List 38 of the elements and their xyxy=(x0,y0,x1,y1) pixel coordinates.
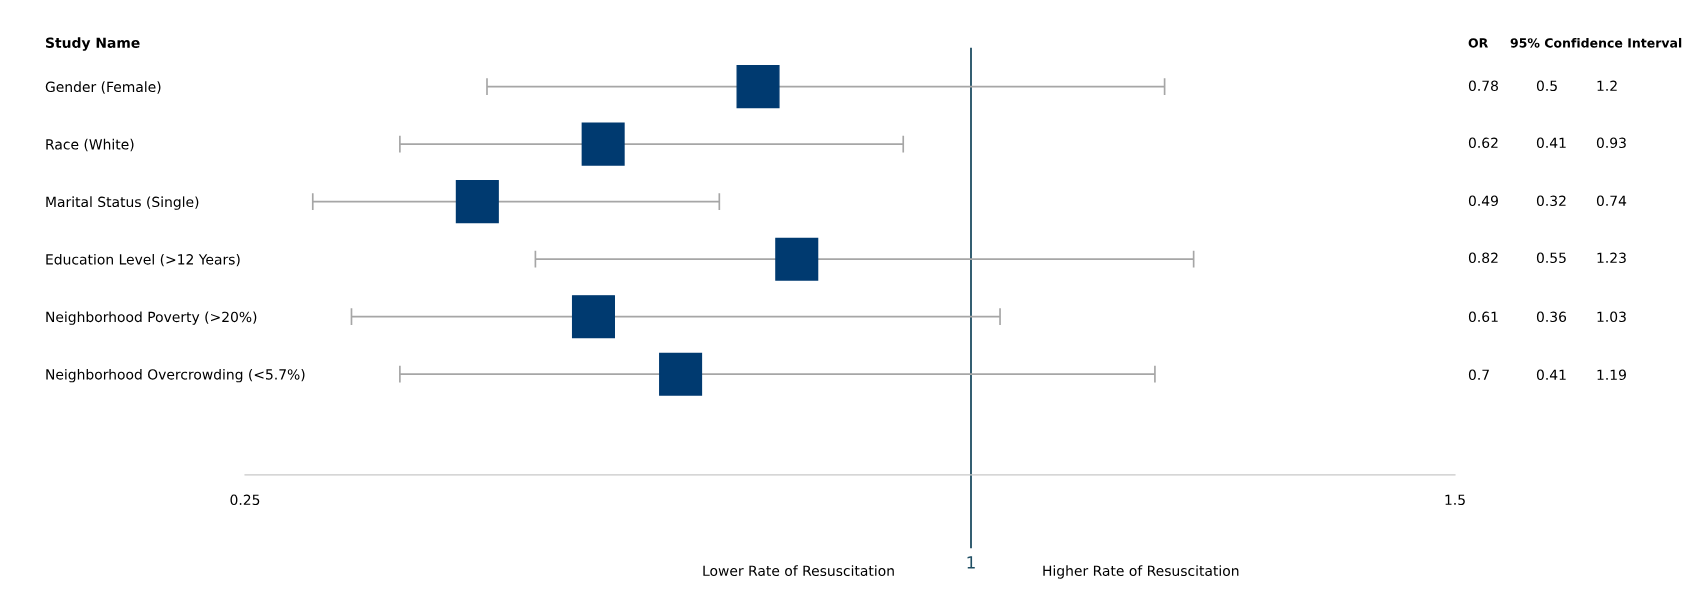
text: Higher Rate of Resuscitation xyxy=(1043,565,1239,579)
point xyxy=(455,180,499,224)
text: 1.23 xyxy=(1597,252,1626,264)
point xyxy=(581,122,625,166)
text: 0.32 xyxy=(1536,195,1566,207)
text: 0.41 xyxy=(1536,137,1566,149)
text: 0.74 xyxy=(1596,195,1627,207)
text: 1.19 xyxy=(1597,369,1626,381)
point xyxy=(571,295,616,339)
y-tick-label: Race (White) xyxy=(46,138,134,152)
y-tick-label: Education Level (>12 Years) xyxy=(46,253,240,267)
point xyxy=(775,237,819,281)
y-tick-label: Neighborhood Overcrowding (<5.7%) xyxy=(46,368,305,383)
point xyxy=(659,352,703,396)
x-tick-label: 0.25 xyxy=(230,494,260,506)
text: 0.49 xyxy=(1468,195,1498,207)
text: 0.41 xyxy=(1536,369,1566,381)
y-tick-label: Gender (Female) xyxy=(45,81,161,94)
text: 95% Confidence Interval xyxy=(1510,37,1682,48)
text: 0.82 xyxy=(1468,252,1498,264)
text: 0.55 xyxy=(1536,252,1566,264)
text: 0.93 xyxy=(1596,137,1626,149)
text: 1.2 xyxy=(1597,80,1617,91)
x-tick-label: 1.5 xyxy=(1445,494,1465,506)
text: 0.36 xyxy=(1536,311,1567,323)
text: 0.61 xyxy=(1468,311,1498,323)
point xyxy=(736,65,780,109)
text: 0.62 xyxy=(1468,137,1498,149)
text: 1.03 xyxy=(1597,311,1626,323)
y-tick-label: Marital Status (Single) xyxy=(46,196,199,210)
ref-line-label: 1 xyxy=(967,556,975,569)
text: Lower Rate of Resuscitation xyxy=(703,565,894,577)
text: Study Name xyxy=(46,37,140,51)
text: 0.78 xyxy=(1468,80,1498,92)
text: 0.5 xyxy=(1536,80,1557,92)
text: 0.7 xyxy=(1468,369,1489,381)
y-tick-label: Neighborhood Poverty (>20%) xyxy=(46,311,257,325)
text: OR xyxy=(1468,38,1488,48)
